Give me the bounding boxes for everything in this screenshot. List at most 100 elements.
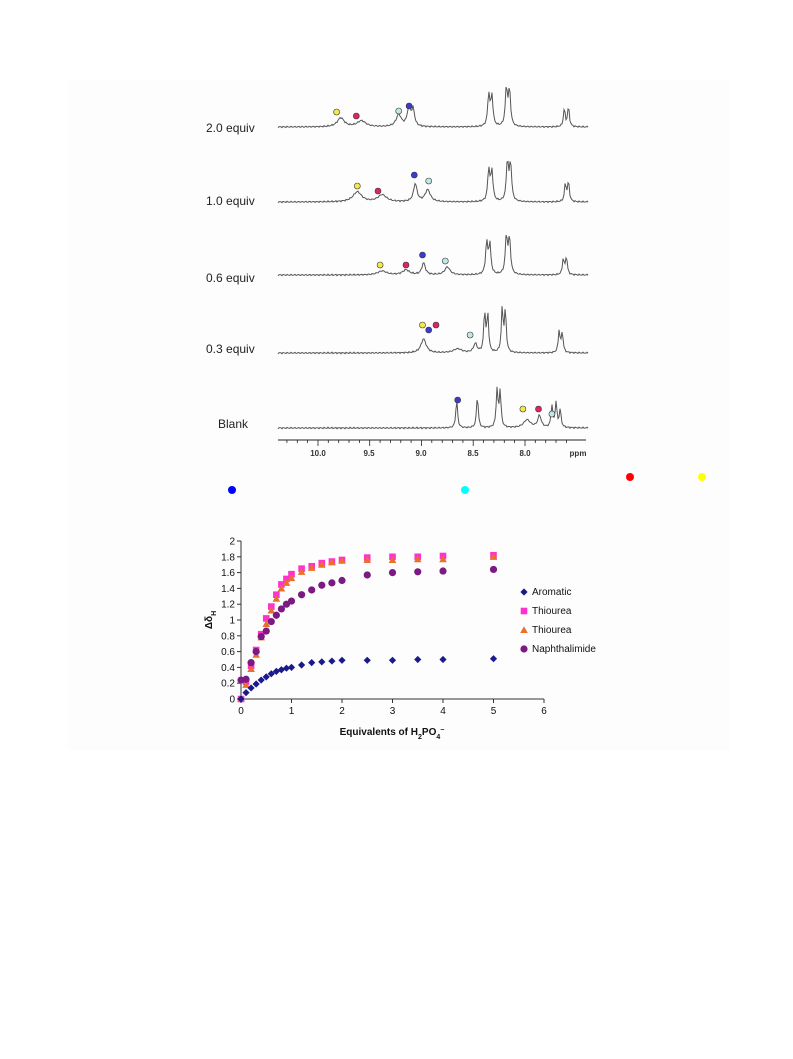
data-point-triangle-thiourea: [363, 556, 372, 563]
legend-label-thiourea-square: Thiourea: [532, 606, 572, 617]
x-tick-label: 2: [339, 706, 345, 717]
peak-marker-aromatic: [410, 171, 418, 179]
peak-marker-thiourea-1: [432, 321, 440, 329]
data-point-circle-naphthalimide: [388, 569, 397, 577]
chart-y-ticks: 0 0.2 0.4 0.6 0.8 1 1.2 1.4 1.6 1.8 2: [221, 537, 241, 706]
data-point-circle-naphthalimide: [272, 611, 280, 619]
data-point-square-thiourea: [288, 570, 295, 578]
data-point-diamond-aromatic: [308, 659, 316, 667]
y-tick-label: 0.8: [221, 631, 235, 642]
data-point-triangle-thiourea: [338, 556, 346, 564]
data-point-triangle-thiourea: [242, 680, 250, 688]
peak-marker-naphthalimide: [548, 410, 556, 418]
data-point-triangle-thiourea: [307, 564, 316, 571]
trace-label-0-6: 0.6 equiv: [206, 271, 255, 285]
data-point-circle-naphthalimide: [439, 567, 447, 575]
x-tick-label: 4: [440, 706, 446, 717]
data-point-triangle-thiourea: [277, 584, 286, 592]
x-tick-label: 0: [238, 706, 244, 717]
nmr-spectra: 2.0 equiv 1.0 equiv 0.6 equiv 0.3 equiv …: [206, 86, 589, 458]
data-point-triangle-thiourea: [318, 560, 326, 568]
legend-item-naphthalimide: Naphthalimide: [520, 644, 596, 655]
peak-marker-aromatic: [405, 102, 413, 110]
legend-item-thiourea-square: Thiourea: [520, 606, 572, 617]
nmr-axis-unit: ppm: [570, 449, 587, 458]
legend-marker-thiourea-triangle: [520, 626, 528, 634]
peak-marker-thiourea-2: [333, 108, 340, 116]
data-point-triangle-thiourea: [247, 665, 255, 673]
data-point-circle-naphthalimide: [277, 605, 285, 613]
chart-legend: Aromatic Thiourea Thiourea Naphthalimide: [520, 587, 596, 655]
legend-marker-naphthalimide: [520, 645, 528, 653]
peak-marker-thiourea-2: [419, 321, 426, 329]
nmr-minor-ticks: [286, 440, 567, 446]
peak-marker-thiourea-2: [353, 182, 361, 190]
x-tick-label: 5: [491, 706, 497, 717]
data-point-diamond-aromatic: [414, 655, 422, 664]
peak-marker-naphthalimide: [441, 257, 449, 265]
data-point-diamond-aromatic: [277, 666, 285, 674]
legend-marker-thiourea-square: [520, 607, 528, 615]
peak-marker-thiourea-1: [535, 405, 542, 413]
x-tick-label: 6: [541, 706, 547, 717]
legend-label-thiourea-triangle: Thiourea: [532, 625, 572, 636]
nmr-trace-labels: 2.0 equiv 1.0 equiv 0.6 equiv 0.3 equiv …: [206, 121, 255, 431]
data-point-triangle-thiourea: [439, 555, 447, 563]
peak-marker-aromatic: [425, 326, 433, 334]
legend-symbol-diamond: [520, 588, 528, 596]
data-point-diamond-aromatic: [489, 655, 498, 663]
peak-marker-thiourea-2: [519, 405, 527, 413]
data-point-diamond-aromatic: [242, 689, 250, 697]
trace-label-1-0: 1.0 equiv: [206, 194, 255, 208]
peak-marker-thiourea-1: [374, 187, 382, 195]
cyan-dot: [461, 486, 469, 494]
trace-0-6: [277, 234, 589, 277]
data-point-circle-naphthalimide: [414, 568, 422, 576]
data-point-triangle-thiourea: [287, 574, 296, 582]
data-point-triangle-thiourea: [489, 553, 498, 560]
chart-data-points: [237, 551, 498, 703]
blue-dot: [228, 486, 236, 494]
y-tick-label: 1.8: [221, 552, 235, 563]
nmr-traces: [277, 86, 589, 430]
trace-0-3: [277, 306, 589, 355]
data-point-square-thiourea: [268, 603, 275, 610]
data-point-diamond-aromatic: [298, 661, 306, 669]
y-tick-label: 0: [229, 695, 235, 706]
data-point-square-thiourea: [278, 581, 285, 588]
legend-symbol-circle: [520, 645, 528, 653]
nmr-tick-8-5: 8.5: [467, 449, 479, 458]
data-point-circle-naphthalimide: [328, 579, 336, 587]
data-point-diamond-aromatic: [272, 667, 280, 675]
data-point-circle-naphthalimide: [308, 586, 316, 594]
legend-item-aromatic: Aromatic: [520, 587, 571, 598]
data-point-circle-naphthalimide: [242, 675, 250, 683]
legend-marker-aromatic: [520, 588, 528, 596]
figure-panel: [68, 80, 730, 750]
peak-marker-aromatic: [419, 251, 426, 259]
data-point-square-thiourea: [283, 575, 290, 583]
legend-item-thiourea-triangle: Thiourea: [520, 625, 572, 636]
data-point-diamond-aromatic: [282, 664, 291, 672]
trace-label-0-3: 0.3 equiv: [206, 342, 255, 356]
chart-x-label: Equivalents of H2PO4−: [340, 727, 445, 741]
y-tick-label: 0.6: [221, 647, 235, 658]
peak-marker-aromatic: [454, 396, 462, 404]
trace-blank: [277, 386, 589, 430]
nmr-tick-8-0: 8.0: [519, 449, 531, 458]
data-point-diamond-aromatic: [338, 656, 346, 664]
trace-2-0: [277, 86, 589, 129]
nmr-tick-9-5: 9.5: [363, 449, 375, 458]
y-tick-label: 2: [229, 537, 235, 548]
data-point-triangle-thiourea: [272, 594, 281, 602]
data-point-circle-naphthalimide: [298, 591, 306, 599]
data-point-diamond-aromatic: [262, 673, 270, 681]
peak-marker-naphthalimide: [466, 331, 474, 339]
legend-symbol-triangle: [520, 626, 528, 634]
y-tick-label: 1: [229, 616, 235, 627]
data-point-diamond-aromatic: [328, 657, 336, 665]
chart-axes: [240, 541, 544, 700]
data-point-diamond-aromatic: [267, 670, 275, 678]
data-point-diamond-aromatic: [247, 684, 255, 692]
data-point-circle-naphthalimide: [287, 597, 296, 605]
